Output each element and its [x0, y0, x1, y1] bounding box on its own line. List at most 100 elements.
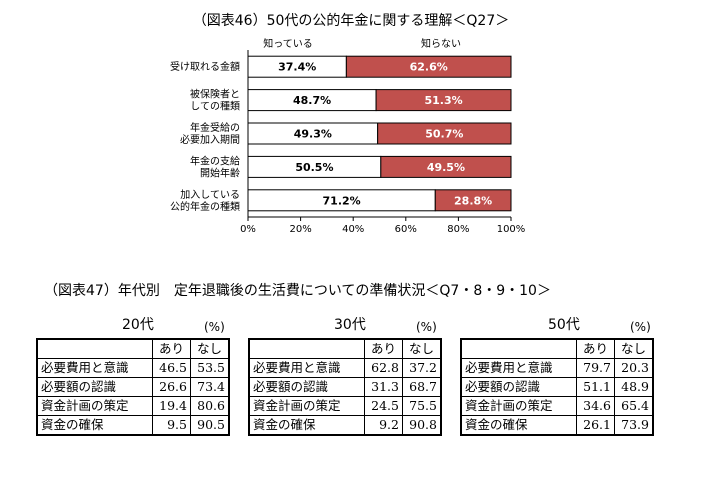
- table-row: 資金の確保 9.5 90.5: [36, 415, 230, 436]
- category-label: 受け取れる金額: [170, 60, 240, 73]
- table-cell: 53.5: [190, 358, 230, 378]
- row-label: 必要費用と意識: [36, 358, 153, 378]
- header-blank-cell: [249, 339, 365, 359]
- unit-label: (%): [204, 320, 225, 334]
- column-header: あり: [576, 338, 615, 359]
- table-row: 必要費用と意識 46.5 53.5: [36, 358, 230, 378]
- x-tick-label: 60%: [395, 224, 417, 235]
- data-label: 50.7%: [425, 128, 463, 141]
- row-label: 必要額の認識: [248, 377, 365, 397]
- data-label: 49.5%: [427, 161, 465, 174]
- data-table: あり なし 必要費用と意識 46.5 53.5 必要額の認識 26.6 73.4 資金計画の策定…: [36, 338, 230, 436]
- table-header-row: あり なし: [461, 338, 654, 359]
- row-label: 資金の確保: [460, 415, 577, 436]
- category-label: 必要加入期間: [180, 133, 240, 146]
- x-tick-label: 40%: [342, 224, 364, 235]
- x-tick-label: 20%: [289, 224, 311, 235]
- data-table: あり なし 必要費用と意識 79.7 20.3 必要額の認識 51.1 48.9 資金計画の策定…: [460, 338, 654, 436]
- data-label: 49.3%: [294, 128, 332, 141]
- column-header: なし: [614, 338, 654, 359]
- fig47-title: （図表47）年代別 定年退職後の生活費についての準備状況＜Q7・8・9・10＞: [44, 283, 551, 299]
- header-blank-cell: [37, 339, 153, 359]
- category-label: 年金の支給: [190, 154, 240, 167]
- table-row: 必要費用と意識 79.7 20.3: [460, 358, 654, 378]
- x-tick-label: 100%: [497, 224, 526, 235]
- table-cell: 19.4: [152, 396, 191, 416]
- table-row: 資金の確保 9.2 90.8: [248, 415, 442, 436]
- row-label: 資金の確保: [248, 415, 365, 436]
- table-cell: 9.5: [152, 415, 191, 436]
- table-cell: 62.8: [364, 358, 403, 378]
- unit-label: (%): [416, 320, 437, 334]
- data-label: 71.2%: [323, 194, 361, 207]
- table-cell: 9.2: [364, 415, 403, 436]
- bar-segment: [380, 155, 512, 178]
- table-cell: 48.9: [614, 377, 654, 397]
- row-label: 必要費用と意識: [460, 358, 577, 378]
- table-cell: 34.6: [576, 396, 615, 416]
- column-header: あり: [364, 338, 403, 359]
- table-row: 必要費用と意識 62.8 37.2: [248, 358, 442, 378]
- row-label: 必要額の認識: [460, 377, 577, 397]
- table-cell: 26.1: [576, 415, 615, 436]
- category-label: 年金受給の: [190, 121, 240, 134]
- table-cell: 65.4: [614, 396, 654, 416]
- category-label: 開始年齢: [200, 166, 240, 179]
- table-row: 必要額の認識 26.6 73.4: [36, 377, 230, 397]
- table-cell: 80.6: [190, 396, 230, 416]
- table-cell: 75.5: [402, 396, 442, 416]
- row-label: 資金計画の策定: [248, 396, 365, 416]
- category-label: 被保険者と: [190, 88, 240, 101]
- table-cell: 46.5: [152, 358, 191, 378]
- x-tick-label: 80%: [447, 224, 469, 235]
- table-cell: 90.5: [190, 415, 230, 436]
- table-row: 資金計画の策定 24.5 75.5: [248, 396, 442, 416]
- data-label: 51.3%: [424, 94, 462, 107]
- table-row: 資金の確保 26.1 73.9: [460, 415, 654, 436]
- category-label: 加入している: [180, 189, 240, 201]
- legend-label: 知らない: [421, 37, 461, 50]
- bar-segment: [345, 55, 512, 78]
- table-row: 必要額の認識 31.3 68.7: [248, 377, 442, 397]
- table-title: 30代: [334, 317, 366, 333]
- header-blank-cell: [461, 339, 577, 359]
- data-table: あり なし 必要費用と意識 62.8 37.2 必要額の認識 31.3 68.7 資金計画の策定…: [248, 338, 442, 436]
- table-cell: 73.9: [614, 415, 654, 436]
- table-header-row: あり なし: [249, 338, 442, 359]
- table-cell: 31.3: [364, 377, 403, 397]
- category-label: しての種類: [190, 100, 240, 113]
- bar-segment: [377, 122, 512, 145]
- row-label: 必要額の認識: [36, 377, 153, 397]
- data-label: 50.5%: [295, 161, 333, 174]
- table-cell: 79.7: [576, 358, 615, 378]
- row-label: 資金計画の策定: [460, 396, 577, 416]
- bar-segment: [434, 189, 512, 212]
- table-cell: 37.2: [402, 358, 442, 378]
- row-label: 必要費用と意識: [248, 358, 365, 378]
- table-title: 20代: [122, 317, 154, 333]
- table-cell: 20.3: [614, 358, 654, 378]
- fig46-title: （図表46）50代の公的年金に関する理解＜Q27＞: [192, 13, 510, 29]
- table-cell: 51.1: [576, 377, 615, 397]
- bar-segment: [375, 89, 512, 112]
- table-row: 資金計画の策定 19.4 80.6: [36, 396, 230, 416]
- data-label: 62.6%: [410, 61, 448, 74]
- category-label: 公的年金の種類: [170, 200, 240, 213]
- table-cell: 24.5: [364, 396, 403, 416]
- table-cell: 68.7: [402, 377, 442, 397]
- column-header: なし: [402, 338, 442, 359]
- table-cell: 73.4: [190, 377, 230, 397]
- data-label: 28.8%: [454, 194, 492, 207]
- table-row: 必要額の認識 51.1 48.9: [460, 377, 654, 397]
- data-label: 37.4%: [278, 61, 316, 74]
- table-cell: 90.8: [402, 415, 442, 436]
- table-header-row: あり なし: [37, 338, 230, 359]
- table-row: 資金計画の策定 34.6 65.4: [460, 396, 654, 416]
- unit-label: (%): [630, 320, 651, 334]
- column-header: あり: [152, 338, 191, 359]
- data-label: 48.7%: [293, 94, 331, 107]
- table-title: 50代: [548, 317, 580, 333]
- column-header: なし: [190, 338, 230, 359]
- legend-label: 知っている: [263, 37, 313, 50]
- row-label: 資金の確保: [36, 415, 153, 436]
